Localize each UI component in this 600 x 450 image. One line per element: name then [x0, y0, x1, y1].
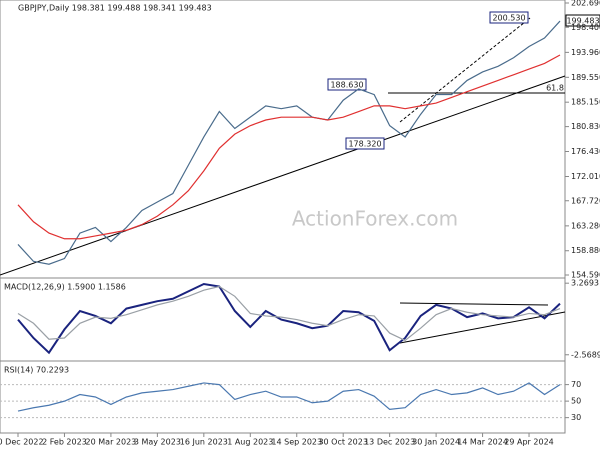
annotation: 188.630	[330, 81, 363, 90]
y-tick-label: 167.720	[571, 196, 600, 205]
x-tick-label: 2 Feb 2023	[42, 438, 87, 447]
rsi-title: RSI(14) 70.2293	[4, 366, 69, 375]
x-tick-label: 3 May 2023	[134, 438, 181, 447]
y-tick-label: 172.010	[571, 172, 600, 181]
series-line	[17, 285, 561, 342]
macd-trend	[399, 311, 566, 344]
annotation: 61.8	[546, 84, 564, 93]
y-tick-label: 3.2693	[571, 279, 599, 288]
x-tick-label: 30 Oct 2023	[318, 438, 367, 447]
y-tick-label: 50	[571, 397, 581, 406]
x-tick-label: 20 Dec 2022	[0, 438, 44, 447]
series-line	[17, 382, 561, 412]
y-tick-label: 185.150	[571, 98, 600, 107]
trend-line	[0, 75, 566, 276]
plot-frame	[0, 0, 566, 434]
x-tick-label: 13 Dec 2023	[364, 438, 415, 447]
y-tick-label: 154.590	[571, 271, 600, 280]
y-tick-label: 180.830	[571, 122, 600, 131]
series-line	[17, 20, 561, 265]
x-tick-label: 30 Jan 2024	[412, 438, 460, 447]
chart-title: GBPJPY,Daily 198.381 199.488 198.341 199…	[18, 4, 212, 13]
price-tag	[565, 14, 600, 27]
y-tick-label: 198.400	[571, 23, 600, 32]
y-tick-label: 70	[571, 380, 581, 389]
annotation-box	[345, 137, 385, 150]
x-tick-label: 16 Jun 2023	[180, 438, 228, 447]
y-tick-label: 176.430	[571, 147, 600, 156]
y-tick-label: 158.880	[571, 246, 600, 255]
x-tick-label: 29 Apr 2024	[504, 438, 553, 447]
x-tick-label: 1 Aug 2023	[227, 438, 273, 447]
y-tick-label: 163.280	[571, 221, 600, 230]
channel-line	[399, 17, 531, 123]
y-tick-label: 193.960	[571, 48, 600, 57]
macd-trend	[399, 302, 549, 306]
y-tick-label: 202.690	[571, 0, 600, 7]
annotation-box	[489, 11, 529, 24]
y-tick-label: -2.5689	[571, 350, 600, 359]
series-line	[17, 282, 561, 355]
annotation: 200.530	[492, 14, 525, 23]
watermark: ActionForex.com	[292, 207, 458, 231]
price-tag-label: 199.483	[566, 17, 599, 26]
x-tick-label: 14 Sep 2023	[271, 438, 322, 447]
y-tick-label: 30	[571, 413, 581, 422]
x-tick-label: 14 Mar 2024	[457, 438, 508, 447]
series-line	[17, 54, 561, 240]
annotation-box	[327, 78, 367, 91]
y-tick-label: 189.550	[571, 73, 600, 82]
annotation: 178.320	[348, 140, 381, 149]
x-tick-label: 20 Mar 2023	[86, 438, 137, 447]
macd-title: MACD(12,26,9) 1.5900 1.1586	[4, 283, 126, 292]
